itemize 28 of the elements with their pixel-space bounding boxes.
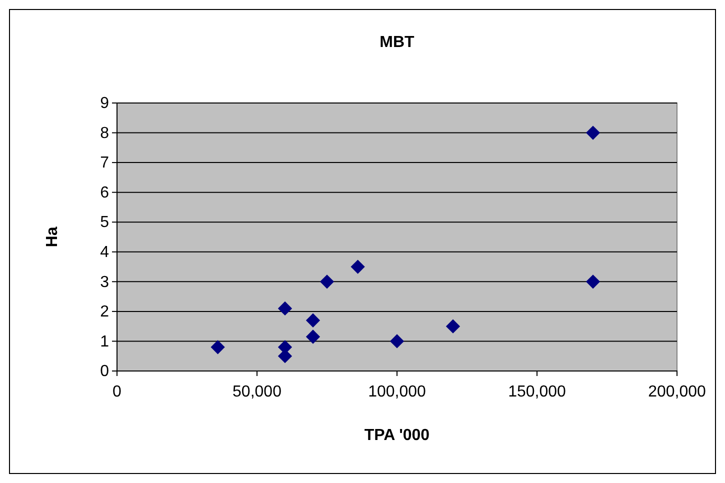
y-tick-label: 2 xyxy=(100,304,110,321)
y-tick-label: 9 xyxy=(100,95,110,112)
x-tick-label: 200,000 xyxy=(648,384,706,401)
point xyxy=(586,126,600,140)
y-axis-title: Ha xyxy=(44,226,61,248)
point xyxy=(350,260,365,274)
y-tick-label: 8 xyxy=(100,124,110,142)
chart-title: MBT xyxy=(380,34,415,51)
y-tick-label: 6 xyxy=(100,184,110,202)
point xyxy=(278,301,292,316)
y-tick-label: 0 xyxy=(100,363,110,380)
point xyxy=(390,334,404,348)
point xyxy=(306,330,320,344)
point xyxy=(210,340,225,354)
point xyxy=(446,319,460,334)
y-tick-label: 1 xyxy=(100,333,110,350)
point xyxy=(306,313,320,328)
x-tick-label: 50,000 xyxy=(232,384,282,401)
x-tick-label: 0 xyxy=(112,384,122,401)
y-tick-label: 4 xyxy=(100,244,110,262)
y-tick-label: 7 xyxy=(100,154,110,172)
x-tick-label: 100,000 xyxy=(368,384,426,401)
x-axis-title: TPA '000 xyxy=(364,427,430,444)
y-tick-label: 5 xyxy=(100,214,110,232)
point xyxy=(586,274,600,289)
point xyxy=(320,274,334,289)
x-tick-label: 150,000 xyxy=(508,384,566,401)
y-tick-label: 3 xyxy=(100,274,110,291)
